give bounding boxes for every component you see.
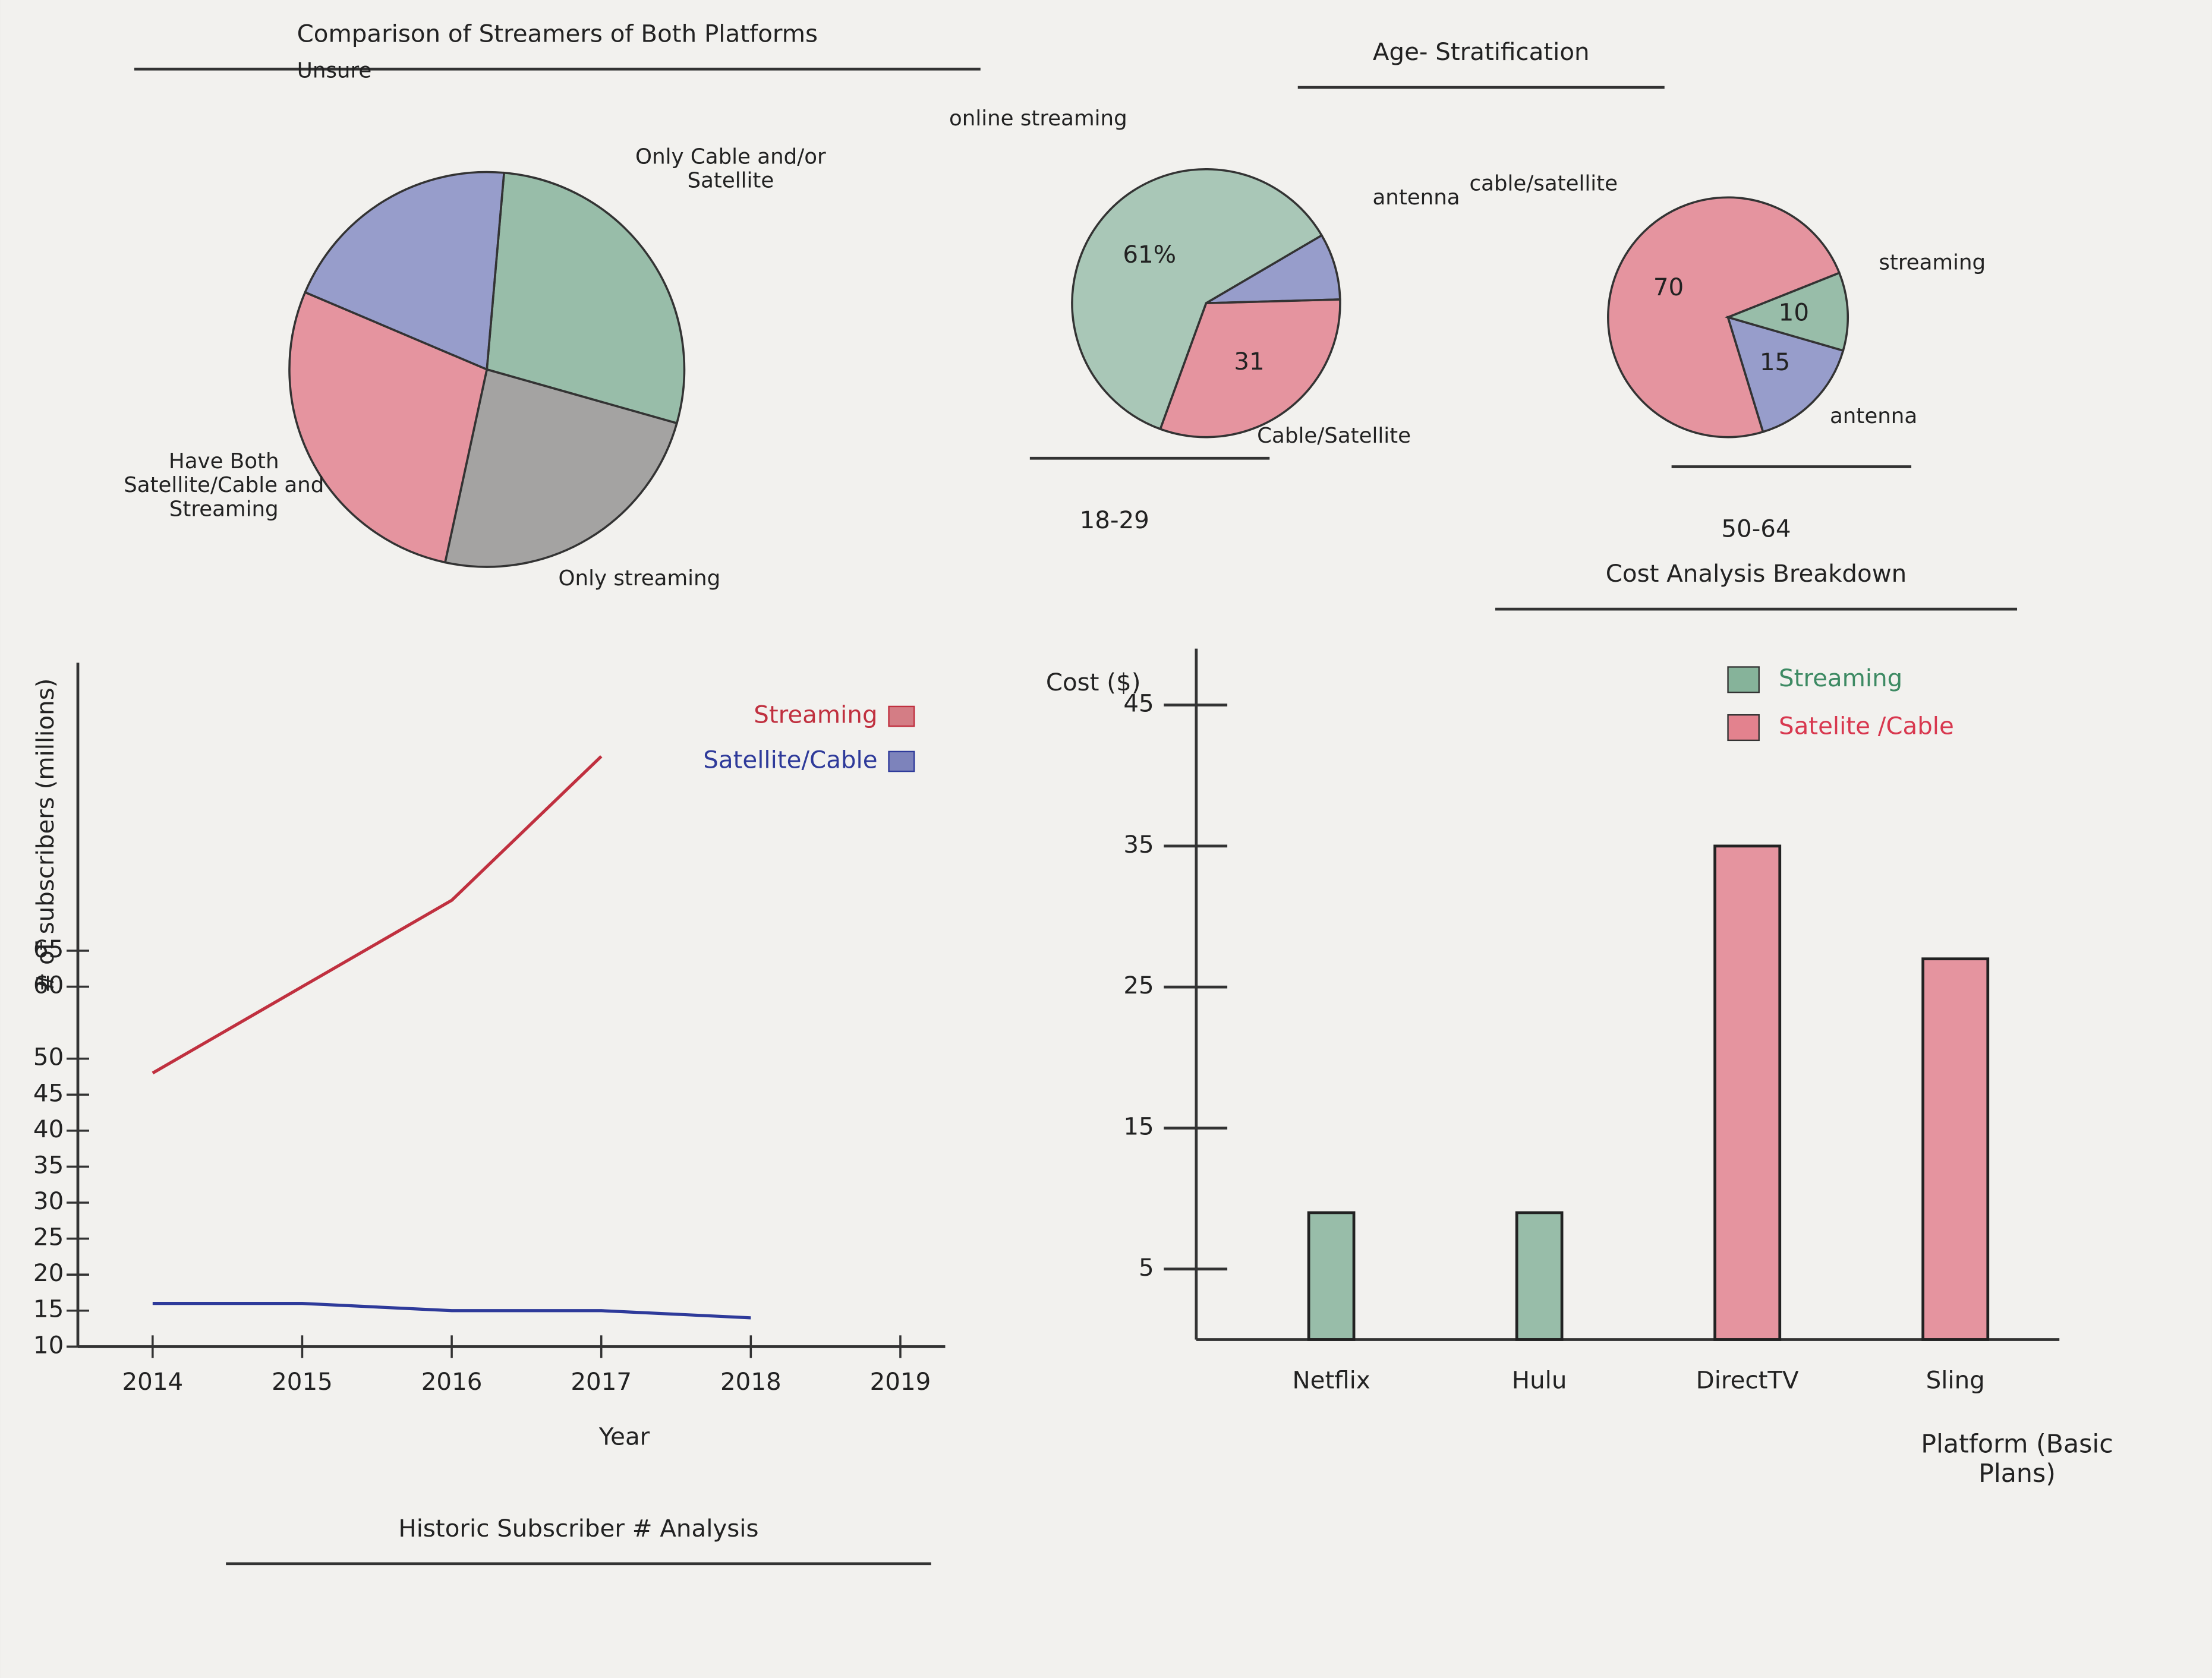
slice-label-box: Only streaming [558, 566, 721, 591]
x-tick-label: 2014 [122, 1368, 183, 1396]
slice-label: Only streaming [558, 566, 721, 591]
slice-label: streaming [1879, 251, 1986, 275]
y-tick-label: 45 [33, 1079, 64, 1107]
pie-slice [1159, 298, 1341, 439]
slice-label-box: antenna [1372, 186, 1460, 211]
pie-slice [1205, 234, 1341, 304]
slice-label: Have Both Satellite/Cable and Streaming [124, 449, 324, 522]
y-tick-label: 35 [33, 1151, 64, 1179]
legend-swatch [888, 750, 915, 772]
legend-label: Satellite/Cable [703, 746, 877, 774]
chart-title: Cost Analysis Breakdown [1606, 560, 1907, 588]
x-axis-label-box: Platform (Basic Plans) [1921, 1431, 2113, 1489]
x-tick-label: 2019 [870, 1368, 931, 1396]
line-series [152, 755, 603, 1075]
pie-slice [1607, 196, 1841, 439]
legend-swatch [888, 705, 915, 727]
legend-label: Streaming [1779, 664, 1902, 692]
pie-slice [288, 291, 489, 564]
x-tick-label: Hulu [1512, 1367, 1567, 1395]
y-tick-label: 50 [33, 1043, 64, 1071]
pie-slice [1726, 316, 1845, 434]
slice-label: Cable/Satellite [1257, 424, 1411, 448]
x-tick-label: Sling [1926, 1367, 1985, 1395]
y-tick-label: 45 [1123, 690, 1154, 718]
y-tick-label: 25 [1123, 972, 1154, 999]
slice-label-box: cable/satellite [1469, 172, 1618, 197]
y-tick-label: 65 [33, 935, 64, 963]
slice-label: antenna [1829, 404, 1918, 428]
x-tick-label: 2015 [272, 1368, 333, 1396]
legend-swatch [1727, 714, 1760, 742]
pie-slice [486, 171, 686, 425]
slice-label-box: online streaming [949, 106, 1127, 131]
y-tick-label: 10 [33, 1331, 64, 1359]
x-axis-label: Platform (Basic Plans) [1921, 1431, 2113, 1489]
slice-label-box: Have Both Satellite/Cable and Streaming [124, 449, 324, 522]
x-tick-label: Netflix [1292, 1367, 1370, 1395]
pie-slice [443, 368, 679, 568]
chart-title: Age- Stratification [1373, 38, 1590, 66]
data-label: 10 [1779, 299, 1809, 327]
chart-title: Historic Subscriber # Analysis [398, 1515, 758, 1543]
y-tick-label: 35 [1123, 831, 1154, 859]
pie-subtitle: 18-29 [1080, 506, 1149, 534]
data-label: 70 [1653, 273, 1684, 301]
bar [1921, 957, 1990, 1341]
slice-label-box: streaming [1879, 251, 1986, 275]
data-label: 61% [1123, 241, 1176, 269]
slice-label: antenna [1372, 186, 1460, 211]
y-tick-label: 20 [33, 1259, 64, 1287]
bar [1307, 1211, 1356, 1341]
data-label: 31 [1234, 348, 1264, 376]
pie-slice [304, 171, 506, 371]
y-axis-label: # of subscribers (millions) [31, 679, 59, 993]
legend-label: Streaming [754, 701, 877, 729]
chart-title: Comparison of Streamers of Both Platform… [297, 20, 818, 48]
legend-label: Satelite /Cable [1779, 712, 1954, 740]
y-axis-label: Cost ($) [1046, 668, 1141, 696]
y-tick-label: 40 [33, 1115, 64, 1143]
pie-slice [1725, 271, 1849, 352]
x-tick-label: 2016 [421, 1368, 483, 1396]
legend-swatch [1727, 666, 1760, 693]
data-label: 15 [1760, 348, 1790, 376]
y-tick-label: 5 [1139, 1254, 1154, 1282]
y-tick-label: 30 [33, 1187, 64, 1215]
slice-label-box: Unsure [297, 59, 372, 83]
slice-label: Only Cable and/or Satellite [635, 144, 826, 194]
x-tick-label: 2017 [571, 1368, 632, 1396]
slice-label: online streaming [949, 106, 1127, 131]
x-axis-label: Year [598, 1423, 650, 1451]
slice-label: Unsure [297, 59, 372, 83]
y-tick-label: 60 [33, 972, 64, 999]
pie-slice [1071, 168, 1324, 431]
slice-label-box: Only Cable and/or Satellite [635, 144, 826, 194]
line-series [152, 1302, 751, 1320]
x-tick-label: 2018 [720, 1368, 782, 1396]
pie-subtitle: 50-64 [1721, 515, 1791, 542]
slice-label-box: antenna [1829, 404, 1918, 428]
x-tick-label: DirectTV [1696, 1367, 1799, 1395]
y-tick-label: 15 [1123, 1112, 1154, 1140]
slice-label: cable/satellite [1469, 172, 1618, 197]
bar [1713, 844, 1782, 1341]
y-tick-label: 15 [33, 1295, 64, 1323]
bar [1515, 1211, 1564, 1341]
slice-label-box: Cable/Satellite [1257, 424, 1411, 448]
y-tick-label: 25 [33, 1223, 64, 1251]
